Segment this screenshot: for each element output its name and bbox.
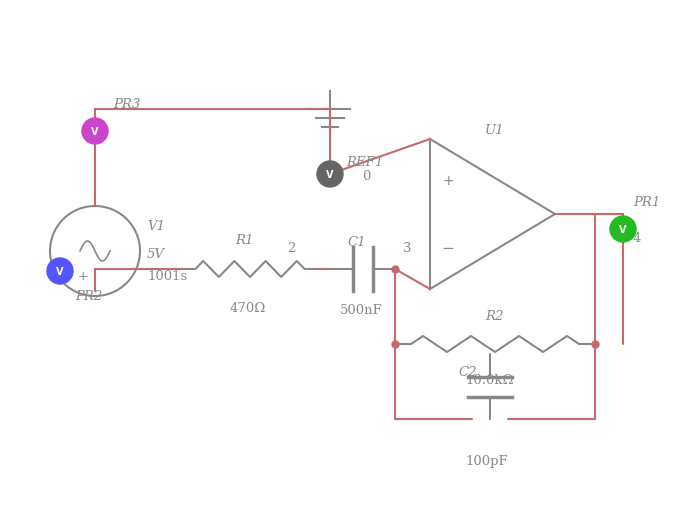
Text: C1: C1 bbox=[347, 235, 365, 248]
Text: 470Ω: 470Ω bbox=[230, 301, 266, 314]
Text: 500nF: 500nF bbox=[340, 303, 383, 316]
Text: U1: U1 bbox=[485, 123, 505, 136]
Text: 0: 0 bbox=[362, 170, 370, 183]
Text: PR2: PR2 bbox=[75, 290, 102, 303]
Text: R1: R1 bbox=[235, 233, 253, 246]
Circle shape bbox=[47, 259, 73, 285]
Text: 100pF: 100pF bbox=[465, 455, 508, 468]
Text: 5V: 5V bbox=[147, 247, 165, 260]
Text: +: + bbox=[442, 174, 454, 188]
Circle shape bbox=[317, 162, 343, 188]
Text: V: V bbox=[56, 267, 64, 276]
Text: PR3: PR3 bbox=[113, 97, 140, 110]
Text: REF1: REF1 bbox=[346, 156, 384, 169]
Text: R2: R2 bbox=[485, 310, 503, 323]
Text: V: V bbox=[326, 169, 334, 180]
Text: −: − bbox=[442, 241, 454, 256]
Text: V1: V1 bbox=[147, 220, 165, 233]
Text: C2: C2 bbox=[458, 365, 477, 378]
Text: V: V bbox=[91, 127, 99, 137]
Text: V: V bbox=[620, 224, 626, 235]
Text: PR1: PR1 bbox=[633, 195, 660, 208]
Text: 3: 3 bbox=[403, 241, 412, 254]
Text: 2: 2 bbox=[287, 241, 295, 254]
Circle shape bbox=[82, 119, 108, 145]
Text: +: + bbox=[78, 270, 88, 283]
Text: 10.0kΩ: 10.0kΩ bbox=[465, 373, 514, 386]
Circle shape bbox=[610, 216, 636, 242]
Text: 1001s: 1001s bbox=[147, 270, 188, 283]
Text: 4: 4 bbox=[633, 231, 641, 244]
